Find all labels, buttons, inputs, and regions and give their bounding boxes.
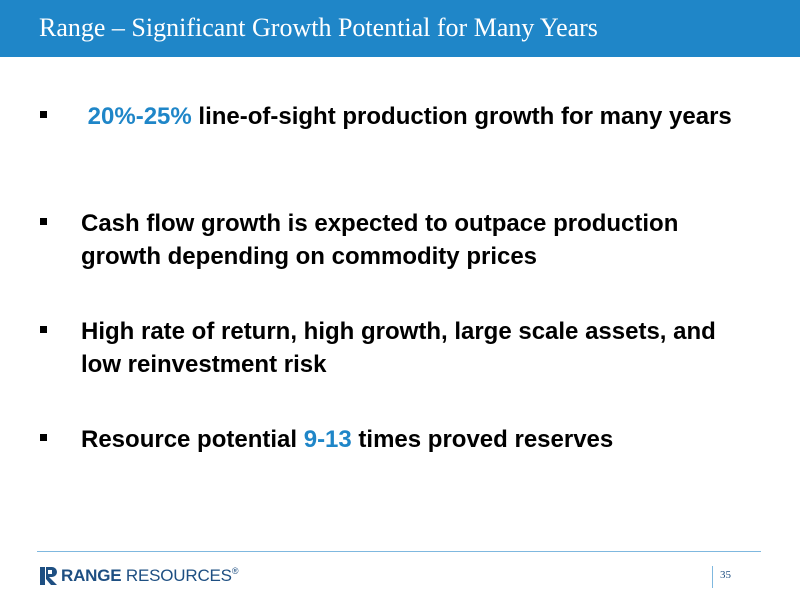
square-bullet-icon <box>40 326 47 333</box>
highlight-growth-range: 20%-25% <box>87 103 192 130</box>
bullet-text-lead: Resource potential <box>81 426 304 453</box>
bullet-text-rest: line-of-sight production growth for many… <box>191 103 732 130</box>
range-resources-r-logo-icon <box>40 567 57 585</box>
page-number: 35 <box>720 569 731 581</box>
bullet-text: High rate of return, high growth, large … <box>81 318 716 378</box>
slide-title: Range – Significant Growth Potential for… <box>39 13 598 42</box>
highlight-multiple: 9-13 <box>303 426 352 453</box>
bullet-text: Resource potential 9-13 times proved res… <box>81 423 761 456</box>
bullet-text: 20%-25% line-of-sight production growth … <box>81 100 761 133</box>
footer-divider <box>37 551 761 552</box>
page-number-divider <box>712 566 713 588</box>
square-bullet-icon <box>40 434 47 441</box>
company-logo: RANGE RESOURCES® <box>40 566 238 586</box>
square-bullet-icon <box>40 218 47 225</box>
title-bar: Range – Significant Growth Potential for… <box>0 0 800 57</box>
logo-wordmark: RANGE RESOURCES® <box>61 566 239 585</box>
square-bullet-icon <box>40 111 47 118</box>
bullet-text-rest: times proved reserves <box>351 426 614 453</box>
bullet-text: Cash flow growth is expected to outpace … <box>81 210 679 270</box>
